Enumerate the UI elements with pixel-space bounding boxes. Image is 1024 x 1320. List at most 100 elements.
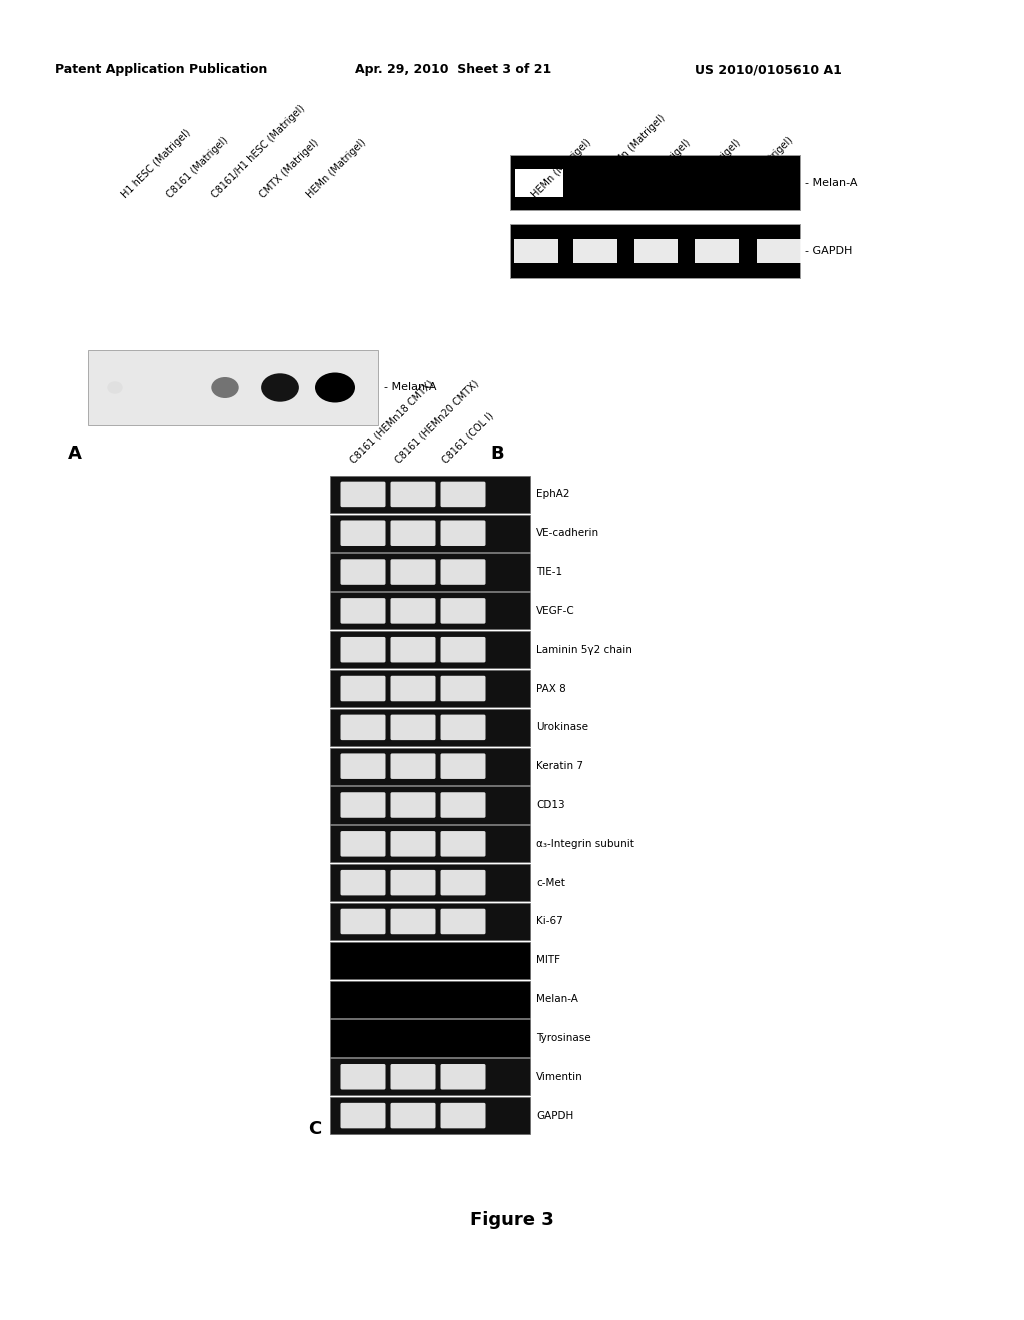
FancyBboxPatch shape bbox=[440, 792, 485, 818]
Text: Tyrosinase: Tyrosinase bbox=[536, 1034, 591, 1043]
Text: C: C bbox=[308, 1119, 322, 1138]
Text: C8161/H1 hESC (Matrigel): C8161/H1 hESC (Matrigel) bbox=[210, 103, 307, 201]
Bar bbox=[330, 671, 530, 708]
Text: C8161 (COL I): C8161 (COL I) bbox=[440, 411, 495, 465]
Text: B: B bbox=[490, 445, 504, 463]
Text: C8161 (HEMn18 CMTX): C8161 (HEMn18 CMTX) bbox=[348, 378, 435, 465]
Text: CMTX (Matrigel): CMTX (Matrigel) bbox=[630, 137, 692, 201]
Text: - Melan-A: - Melan-A bbox=[384, 383, 436, 392]
Text: Urokinase: Urokinase bbox=[536, 722, 588, 733]
Bar bbox=[330, 747, 530, 785]
Text: US 2010/0105610 A1: US 2010/0105610 A1 bbox=[695, 63, 842, 77]
FancyBboxPatch shape bbox=[341, 638, 385, 663]
Text: C8161 (Matrigel): C8161 (Matrigel) bbox=[730, 135, 795, 201]
FancyBboxPatch shape bbox=[440, 638, 485, 663]
Text: α₃-Integrin subunit: α₃-Integrin subunit bbox=[536, 838, 634, 849]
Text: GAPDH: GAPDH bbox=[536, 1110, 573, 1121]
Ellipse shape bbox=[108, 381, 123, 393]
FancyBboxPatch shape bbox=[390, 714, 435, 741]
FancyBboxPatch shape bbox=[390, 870, 435, 895]
Bar bbox=[330, 709, 530, 746]
FancyBboxPatch shape bbox=[390, 754, 435, 779]
Bar bbox=[514, 239, 558, 263]
Text: Laminin 5γ2 chain: Laminin 5γ2 chain bbox=[536, 644, 632, 655]
Text: - Melan-A: - Melan-A bbox=[805, 177, 857, 187]
FancyBboxPatch shape bbox=[341, 676, 385, 701]
Ellipse shape bbox=[315, 372, 355, 403]
FancyBboxPatch shape bbox=[341, 560, 385, 585]
FancyBboxPatch shape bbox=[390, 1064, 435, 1089]
Bar bbox=[330, 981, 530, 1018]
Text: Patent Application Publication: Patent Application Publication bbox=[55, 63, 267, 77]
Text: TIE-1: TIE-1 bbox=[536, 568, 562, 577]
Bar bbox=[510, 224, 800, 279]
FancyBboxPatch shape bbox=[440, 676, 485, 701]
Text: C8161 (HEMn20 CMTX): C8161 (HEMn20 CMTX) bbox=[393, 378, 480, 465]
Text: HEMn (Matrigel): HEMn (Matrigel) bbox=[305, 137, 368, 201]
FancyBboxPatch shape bbox=[341, 520, 385, 546]
Text: H1 hESC (Matrigel): H1 hESC (Matrigel) bbox=[120, 128, 193, 201]
Text: Keratin 7: Keratin 7 bbox=[536, 762, 583, 771]
FancyBboxPatch shape bbox=[390, 638, 435, 663]
FancyBboxPatch shape bbox=[440, 908, 485, 935]
FancyBboxPatch shape bbox=[440, 714, 485, 741]
Bar bbox=[330, 553, 530, 590]
Text: Ki-67: Ki-67 bbox=[536, 916, 563, 927]
FancyBboxPatch shape bbox=[390, 560, 435, 585]
Text: Apr. 29, 2010  Sheet 3 of 21: Apr. 29, 2010 Sheet 3 of 21 bbox=[355, 63, 551, 77]
Bar bbox=[330, 1019, 530, 1056]
Text: EphA2: EphA2 bbox=[536, 490, 569, 499]
Text: CD13: CD13 bbox=[536, 800, 564, 810]
Text: MITF: MITF bbox=[536, 956, 560, 965]
Ellipse shape bbox=[211, 378, 239, 399]
FancyBboxPatch shape bbox=[390, 598, 435, 623]
FancyBboxPatch shape bbox=[390, 832, 435, 857]
Bar bbox=[510, 154, 800, 210]
FancyBboxPatch shape bbox=[390, 482, 435, 507]
FancyBboxPatch shape bbox=[390, 908, 435, 935]
Text: Vimentin: Vimentin bbox=[536, 1072, 583, 1082]
Bar bbox=[330, 903, 530, 940]
FancyBboxPatch shape bbox=[440, 832, 485, 857]
Text: Figure 3: Figure 3 bbox=[470, 1210, 554, 1229]
FancyBboxPatch shape bbox=[341, 792, 385, 818]
Text: - GAPDH: - GAPDH bbox=[805, 246, 852, 256]
FancyBboxPatch shape bbox=[341, 908, 385, 935]
Bar bbox=[515, 169, 563, 197]
FancyBboxPatch shape bbox=[390, 1102, 435, 1129]
Bar bbox=[573, 239, 617, 263]
FancyBboxPatch shape bbox=[341, 598, 385, 623]
Bar bbox=[330, 825, 530, 862]
FancyBboxPatch shape bbox=[440, 870, 485, 895]
FancyBboxPatch shape bbox=[341, 1064, 385, 1089]
FancyBboxPatch shape bbox=[341, 832, 385, 857]
FancyBboxPatch shape bbox=[341, 1102, 385, 1129]
Bar bbox=[330, 1059, 530, 1096]
Text: HEMn (Matrigel): HEMn (Matrigel) bbox=[530, 137, 593, 201]
FancyBboxPatch shape bbox=[440, 1102, 485, 1129]
Bar bbox=[330, 1097, 530, 1134]
FancyBboxPatch shape bbox=[341, 714, 385, 741]
Bar bbox=[695, 239, 739, 263]
FancyBboxPatch shape bbox=[440, 520, 485, 546]
FancyBboxPatch shape bbox=[440, 482, 485, 507]
Text: CMTX (Matrigel): CMTX (Matrigel) bbox=[680, 137, 742, 201]
Bar bbox=[757, 239, 801, 263]
Text: CMTX (Matrigel): CMTX (Matrigel) bbox=[258, 137, 321, 201]
Text: A: A bbox=[68, 445, 82, 463]
Bar bbox=[88, 350, 378, 425]
FancyBboxPatch shape bbox=[341, 870, 385, 895]
Text: Melan-A: Melan-A bbox=[536, 994, 578, 1005]
Bar bbox=[330, 941, 530, 979]
FancyBboxPatch shape bbox=[440, 598, 485, 623]
Bar bbox=[330, 631, 530, 668]
FancyBboxPatch shape bbox=[390, 520, 435, 546]
FancyBboxPatch shape bbox=[440, 1064, 485, 1089]
Text: VEGF-C: VEGF-C bbox=[536, 606, 574, 616]
Bar bbox=[330, 515, 530, 552]
Text: PAX 8: PAX 8 bbox=[536, 684, 565, 693]
Ellipse shape bbox=[261, 374, 299, 401]
FancyBboxPatch shape bbox=[390, 676, 435, 701]
FancyBboxPatch shape bbox=[341, 754, 385, 779]
Text: VE-cadherin: VE-cadherin bbox=[536, 528, 599, 539]
